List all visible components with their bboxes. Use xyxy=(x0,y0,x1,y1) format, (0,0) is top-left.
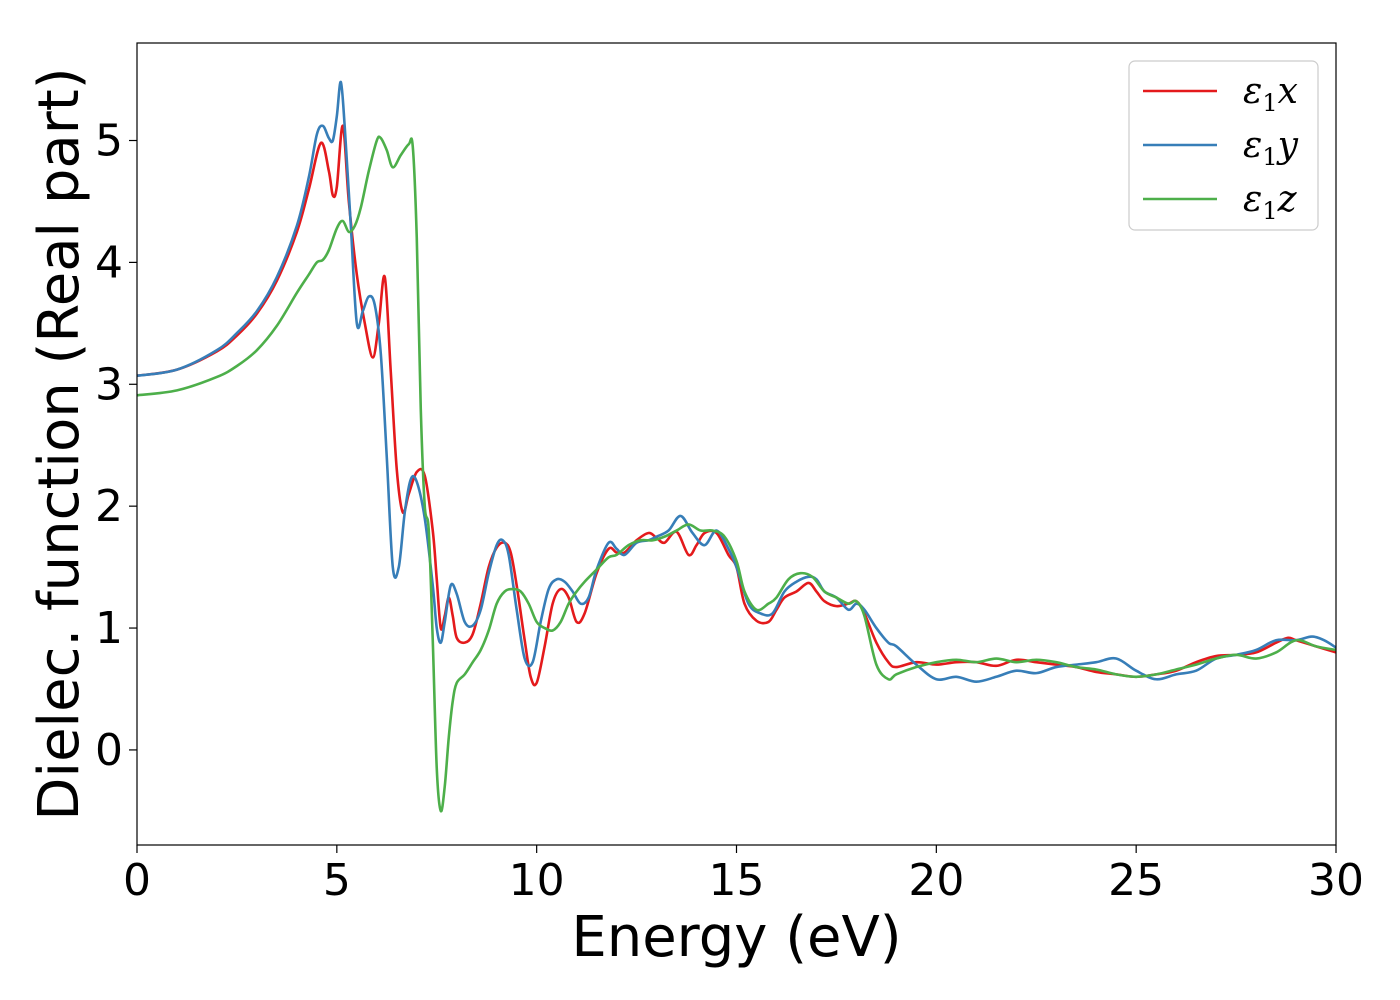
y-axis-label: Dielec. function (Real part) xyxy=(27,67,92,820)
series-line-z xyxy=(137,135,1336,813)
legend-box xyxy=(1128,60,1319,231)
x-tick-label: 15 xyxy=(709,855,765,906)
x-tick-label: 20 xyxy=(908,855,964,906)
y-tick-label: 5 xyxy=(95,116,123,167)
legend-label-z: ε1z xyxy=(1243,179,1298,225)
legend-label-tail: y xyxy=(1276,125,1299,166)
ticks-layer: 0 5 10 15 20 25 30 0 1 2 3 4 5 xyxy=(95,116,1364,906)
legend-label-base: ε xyxy=(1243,179,1262,220)
y-tick-label: 1 xyxy=(95,603,123,654)
legend-label-sub: 1 xyxy=(1262,89,1277,117)
series-layer xyxy=(137,80,1336,813)
y-tick-label: 4 xyxy=(95,237,123,288)
x-axis-label: Energy (eV) xyxy=(571,905,901,970)
legend-label-y: ε1y xyxy=(1243,125,1299,171)
y-tick-label: 2 xyxy=(95,481,123,532)
legend-label-base: ε xyxy=(1243,71,1262,112)
legend-label-sub: 1 xyxy=(1262,197,1277,225)
x-tick-label: 10 xyxy=(509,855,565,906)
x-tick-label: 25 xyxy=(1108,855,1164,906)
x-tick-label: 5 xyxy=(323,855,351,906)
y-tick-label: 3 xyxy=(95,359,123,410)
y-tick-label: 0 xyxy=(95,725,123,776)
legend-label-base: ε xyxy=(1243,125,1262,166)
legend-label-x: ε1x xyxy=(1243,71,1298,117)
x-tick-label: 30 xyxy=(1308,855,1364,906)
x-tick-label: 0 xyxy=(123,855,151,906)
legend-label-sub: 1 xyxy=(1262,143,1277,171)
series-line-y xyxy=(137,80,1336,683)
legend-label-tail: z xyxy=(1277,179,1298,220)
legend-label-tail: x xyxy=(1278,71,1298,112)
